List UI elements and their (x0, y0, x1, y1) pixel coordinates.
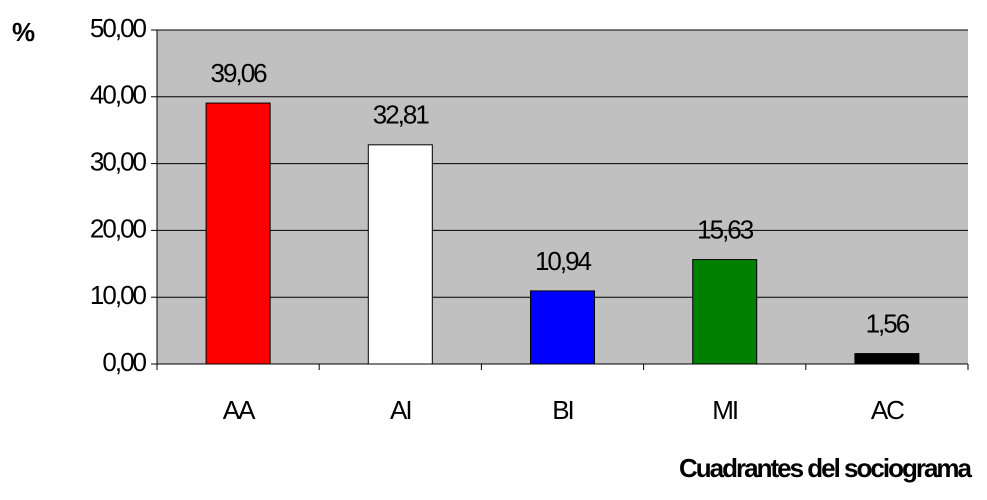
x-axis-label: Cuadrantes del sociograma (679, 453, 973, 483)
bar (367, 144, 433, 365)
data-label: 32,81 (373, 100, 430, 130)
x-tick-label: MI (712, 395, 737, 425)
data-label: 1,56 (866, 308, 910, 338)
y-tick-label: 30,00 (90, 146, 147, 176)
y-tick-label: 0,00 (102, 347, 146, 377)
y-tick-label: 40,00 (90, 80, 147, 110)
x-tick-label: AC (871, 395, 904, 425)
y-tick-label: 10,00 (90, 280, 147, 310)
bar (854, 353, 920, 365)
bar (530, 290, 595, 365)
data-label: 10,94 (535, 246, 592, 276)
data-label: 39,06 (211, 58, 268, 88)
y-axis-label: % (12, 17, 35, 47)
x-tick-label: BI (552, 395, 573, 425)
y-tick-label: 20,00 (90, 213, 147, 243)
x-tick-label: AI (390, 395, 411, 425)
data-label: 15,63 (697, 214, 754, 244)
x-tick-label: AA (223, 395, 256, 425)
bar (692, 259, 758, 365)
y-tick-label: 50,00 (90, 13, 147, 43)
bar (205, 102, 271, 365)
